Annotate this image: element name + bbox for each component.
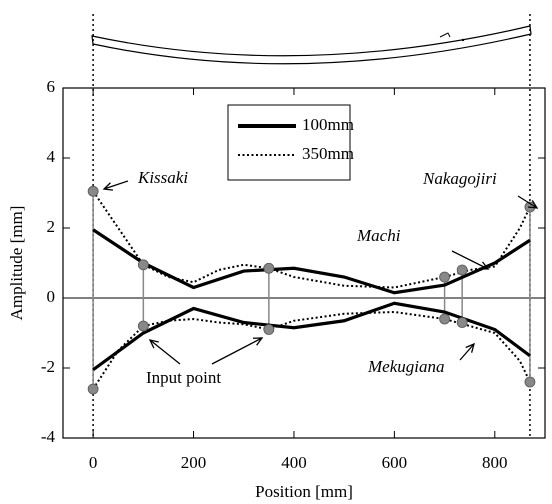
arrow-head [148,339,159,349]
annotation: Nakagojiri [422,169,497,188]
input-point [456,317,468,328]
y-tick-label: 4 [47,147,56,166]
input-point [439,313,450,325]
series-line [92,310,531,390]
x-tick-label: 0 [89,453,98,472]
x-tick-label: 800 [482,453,508,472]
arrow-head [465,342,475,353]
annotation: Input point [146,368,221,387]
y-tick-label: 6 [47,77,56,96]
annotation-arrow [517,195,538,209]
series-line [92,228,531,295]
y-tick-label: 2 [47,217,56,236]
x-tick-label: 600 [382,453,408,472]
legend-label: 100mm [302,115,354,134]
annotation-arrow [103,180,129,190]
input-point [439,271,450,283]
x-tick-label: 400 [281,453,307,472]
annotation: Mekugiana [367,357,444,376]
sword-detail [439,32,451,38]
x-axis-label: Position [mm] [255,482,353,501]
arrow-head [527,200,539,209]
annotation-arrow [211,337,263,365]
annotation-arrow [149,339,181,365]
input-point [87,185,99,197]
series-line [92,301,531,372]
input-point [456,264,468,276]
arrow-head [102,182,114,191]
legend-box [227,104,351,181]
arrow-head [478,261,490,270]
series-line [92,190,531,289]
y-axis-label: Amplitude [mm] [7,206,26,321]
y-tick-label: -2 [41,357,55,376]
plot-frame [62,87,546,439]
input-point [263,324,275,335]
arrow-head [252,337,264,346]
input-point [524,376,536,388]
input-point [137,320,149,332]
annotation-arrow [451,250,489,270]
input-point [263,262,275,274]
sword-detail [461,38,465,42]
legend-label: 350mm [302,144,354,163]
y-tick-label: 0 [47,287,56,306]
annotation: Kissaki [137,168,188,187]
annotation: Machi [356,226,401,245]
legend: 100mm 350mm [227,104,354,181]
x-tick-label: 200 [181,453,207,472]
input-point [137,259,149,271]
sword-drawing [91,25,532,65]
y-tick-label: -4 [41,427,56,446]
annotation-arrow [459,343,475,361]
input-point [87,383,99,395]
